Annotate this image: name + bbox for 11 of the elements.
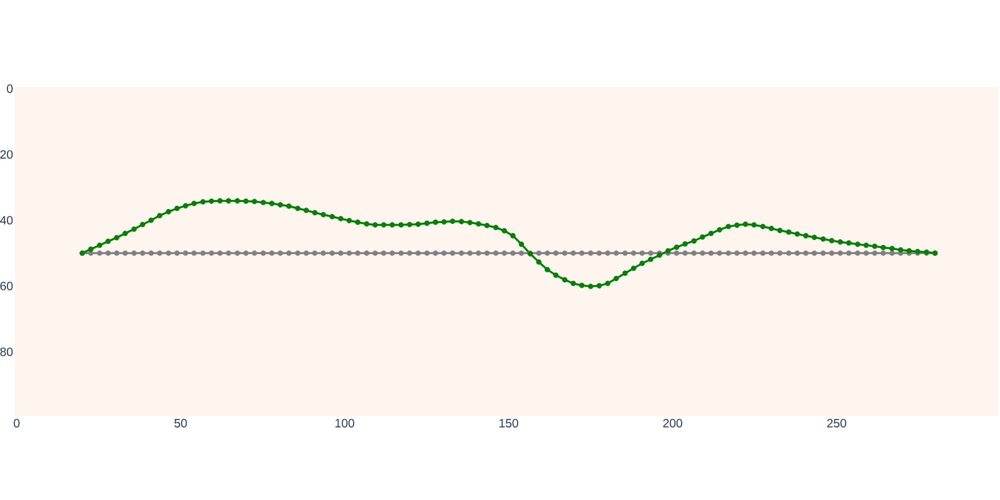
x-tick-label: 0 xyxy=(14,418,20,428)
y-tick-label: 0 xyxy=(6,84,13,93)
x-tick-label: 200 xyxy=(663,418,682,428)
x-tick-label: 50 xyxy=(174,418,187,428)
x-tick-label: 250 xyxy=(827,418,846,428)
y-tick-label: 60 xyxy=(0,282,13,290)
x-tick-label: 100 xyxy=(336,418,354,428)
x-tick-label: 150 xyxy=(500,418,518,428)
y-tick-label: 20 xyxy=(0,150,13,159)
y-tick-label: 40 xyxy=(0,216,13,224)
y-tick-label: 80 xyxy=(0,348,13,356)
